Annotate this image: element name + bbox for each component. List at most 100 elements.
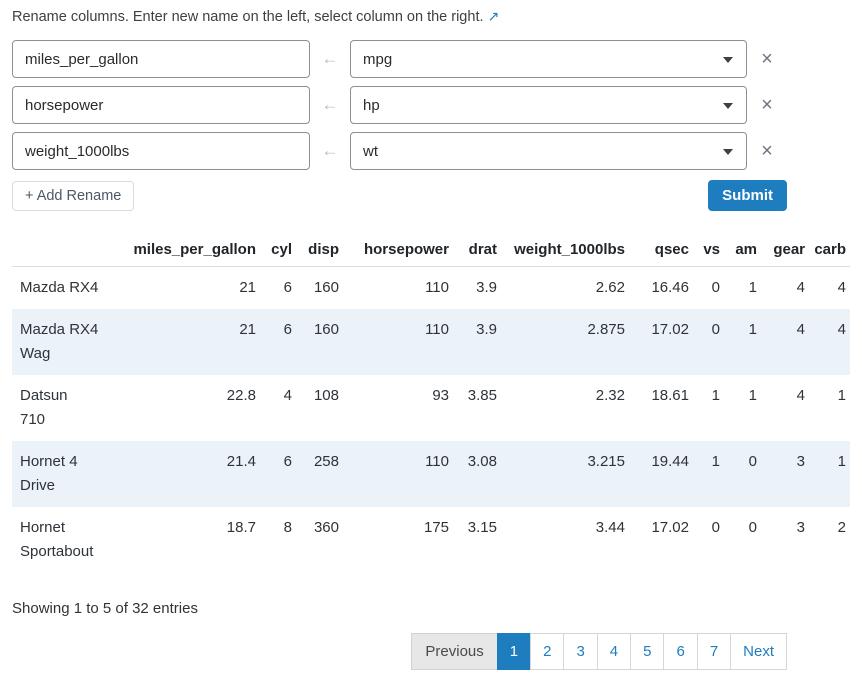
column-header: disp <box>296 235 343 267</box>
column-select-value: mpg <box>363 50 393 68</box>
new-name-input[interactable] <box>12 132 310 170</box>
column-select-value: hp <box>363 96 380 114</box>
cell: 16.46 <box>651 279 689 296</box>
cell: 0 <box>711 279 720 296</box>
pagination-page-5[interactable]: 5 <box>630 633 665 670</box>
cell: 4 <box>796 279 805 296</box>
cell: 1 <box>748 321 757 338</box>
remove-rename-button[interactable]: × <box>757 47 777 71</box>
remove-rename-button[interactable]: × <box>757 139 777 163</box>
cell: 18.61 <box>651 387 689 404</box>
cell: 4 <box>796 387 805 404</box>
pagination-page-6[interactable]: 6 <box>663 633 698 670</box>
table-row: Mazda RX4 21 6 160 110 3.9 2.62 16.46 0 … <box>12 267 850 310</box>
pagination-next-button[interactable]: Next <box>730 633 787 670</box>
dropdown-caret-icon <box>723 103 733 109</box>
cell: 2.32 <box>595 387 625 404</box>
dropdown-caret-icon <box>723 149 733 155</box>
row-name: Hornet Sportabout <box>20 519 94 560</box>
table-row: Datsun 710 22.8 4 108 93 3.85 2.32 18.61… <box>12 375 850 441</box>
cell: 2.62 <box>595 279 625 296</box>
pagination: Previous 1 2 3 4 5 6 7 Next <box>411 633 787 670</box>
pagination-page-3[interactable]: 3 <box>563 633 598 670</box>
cell: 21 <box>239 321 256 338</box>
instruction-text: Rename columns. Enter new name on the le… <box>12 8 850 25</box>
cell: 18.7 <box>226 519 256 536</box>
row-name: Mazda RX4 Wag <box>20 321 99 362</box>
cell: 93 <box>432 387 449 404</box>
actions-row: + Add Rename Submit <box>12 180 787 211</box>
cell: 110 <box>425 321 449 338</box>
cell: 360 <box>313 519 339 536</box>
column-select[interactable]: wt <box>350 132 747 170</box>
cell: 17.02 <box>651 321 689 338</box>
cell: 175 <box>423 519 449 536</box>
table-row: Hornet Sportabout 18.7 8 360 175 3.15 3.… <box>12 507 850 573</box>
remove-rename-button[interactable]: × <box>757 93 777 117</box>
pagination-container: Previous 1 2 3 4 5 6 7 Next <box>12 633 787 670</box>
new-name-input[interactable] <box>12 40 310 78</box>
cell: 110 <box>425 279 449 296</box>
cell: 3.44 <box>595 519 625 536</box>
cell: 1 <box>711 387 720 404</box>
cell: 0 <box>711 519 720 536</box>
row-name: Mazda RX4 <box>20 279 99 296</box>
cell: 3 <box>796 519 805 536</box>
pagination-previous-button[interactable]: Previous <box>411 633 498 670</box>
column-header: qsec <box>629 235 693 267</box>
cell: 108 <box>313 387 339 404</box>
cell: 17.02 <box>651 519 689 536</box>
cell: 1 <box>837 453 846 470</box>
cell: 1 <box>748 387 757 404</box>
cell: 6 <box>283 321 292 338</box>
rename-controls: ← mpg × ← hp × ← wt × + Add Rename S <box>12 40 787 211</box>
column-header: cyl <box>260 235 296 267</box>
table-row: Hornet 4 Drive 21.4 6 258 110 3.08 3.215… <box>12 441 850 507</box>
column-header: drat <box>453 235 501 267</box>
column-header: gear <box>761 235 809 267</box>
cell: 3 <box>796 453 805 470</box>
external-link-icon[interactable]: ↗ <box>487 8 500 24</box>
left-arrow-icon: ← <box>321 141 339 160</box>
column-header: vs <box>693 235 724 267</box>
data-table: miles_per_gallon cyl disp horsepower dra… <box>12 235 850 573</box>
cell: 3.15 <box>467 519 497 536</box>
rename-row: ← wt × <box>12 132 787 170</box>
cell: 4 <box>837 321 846 338</box>
left-arrow-icon: ← <box>321 49 339 68</box>
cell: 1 <box>711 453 720 470</box>
cell: 3.08 <box>467 453 497 470</box>
table-row: Mazda RX4 Wag 21 6 160 110 3.9 2.875 17.… <box>12 309 850 375</box>
column-header: carb <box>809 235 850 267</box>
row-name: Hornet 4 Drive <box>20 453 78 494</box>
add-rename-button[interactable]: + Add Rename <box>12 180 135 211</box>
cell: 3.215 <box>587 453 625 470</box>
cell: 2.875 <box>587 321 625 338</box>
left-arrow-icon: ← <box>321 95 339 114</box>
cell: 1 <box>748 279 757 296</box>
new-name-input[interactable] <box>12 86 310 124</box>
column-header: am <box>724 235 761 267</box>
cell: 0 <box>711 321 720 338</box>
dropdown-caret-icon <box>723 57 733 63</box>
cell: 21.4 <box>226 453 256 470</box>
pagination-page-2[interactable]: 2 <box>530 633 565 670</box>
rename-row: ← hp × <box>12 86 787 124</box>
column-header: weight_1000lbs <box>501 235 629 267</box>
cell: 0 <box>748 519 757 536</box>
column-header <box>12 235 122 267</box>
cell: 8 <box>283 519 292 536</box>
column-select[interactable]: hp <box>350 86 747 124</box>
cell: 6 <box>283 453 292 470</box>
submit-button[interactable]: Submit <box>708 180 787 211</box>
pagination-page-7[interactable]: 7 <box>696 633 732 670</box>
cell: 160 <box>313 321 339 338</box>
pagination-page-1[interactable]: 1 <box>496 633 532 670</box>
instruction-label: Rename columns. Enter new name on the le… <box>12 9 484 25</box>
column-select[interactable]: mpg <box>350 40 747 78</box>
column-header: miles_per_gallon <box>122 235 260 267</box>
column-select-value: wt <box>363 142 378 160</box>
pagination-page-4[interactable]: 4 <box>596 633 632 670</box>
cell: 110 <box>425 453 449 470</box>
table-header-row: miles_per_gallon cyl disp horsepower dra… <box>12 235 850 267</box>
